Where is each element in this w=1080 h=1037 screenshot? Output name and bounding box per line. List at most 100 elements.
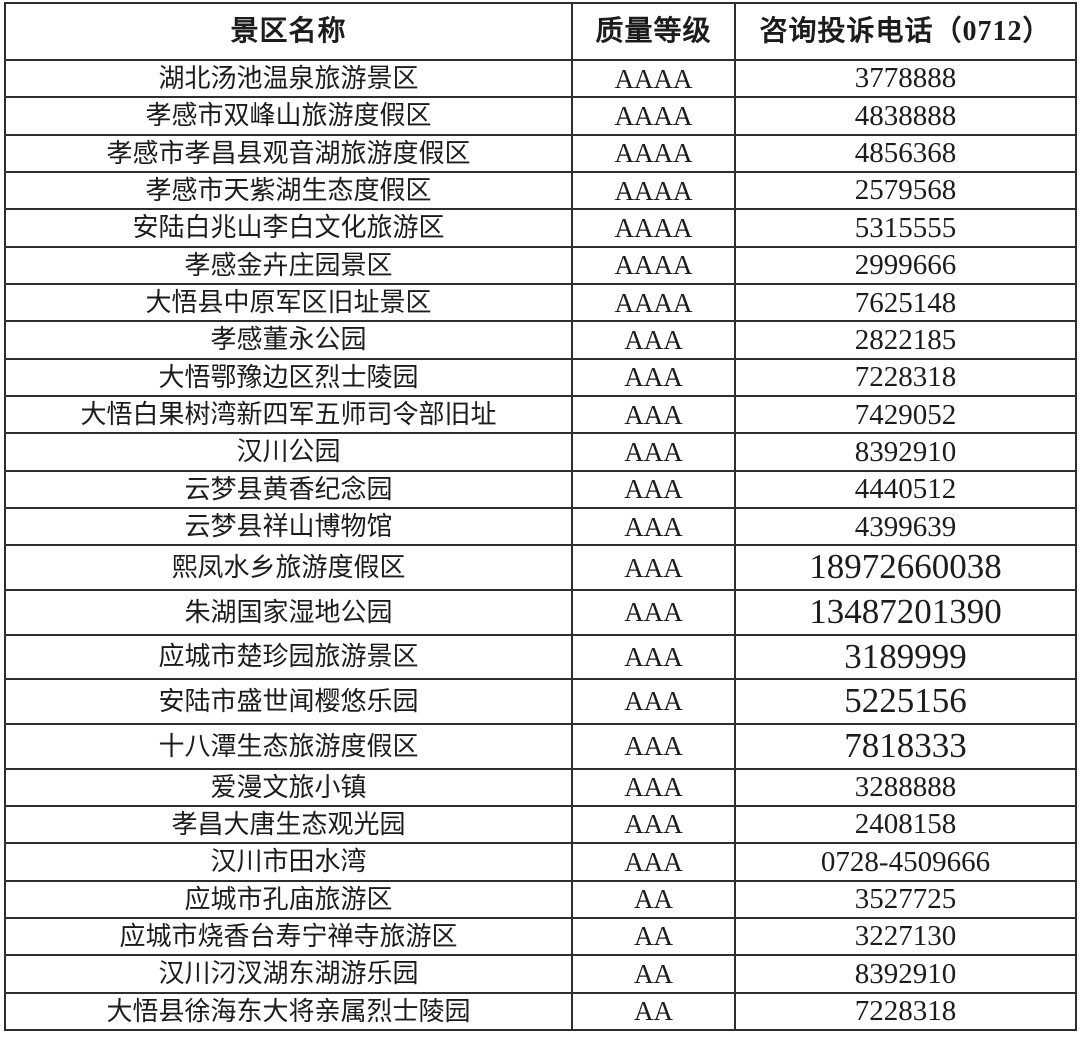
- quality-grade: AAAA: [571, 96, 736, 136]
- phone-number: 8392910: [734, 432, 1077, 472]
- scenic-area-name: 应城市楚珍园旅游景区: [4, 633, 573, 681]
- scenic-area-name: 孝感市孝昌县观音湖旅游度假区: [4, 133, 573, 174]
- table-row: 爱漫文旅小镇 AAA 3288888: [4, 767, 1077, 807]
- scenic-area-name: 云梦县祥山博物馆: [4, 507, 573, 547]
- phone-number: 3288888: [734, 767, 1077, 807]
- scenic-area-name: 十八潭生态旅游度假区: [4, 722, 573, 770]
- scenic-area-name: 大悟县中原军区旧址景区: [4, 283, 573, 323]
- table-body: 湖北汤池温泉旅游景区 AAAA 3778888 孝感市双峰山旅游度假区 AAAA…: [4, 58, 1077, 1032]
- quality-grade: AAAA: [571, 58, 736, 99]
- table-row: 孝感董永公园 AAA 2822185: [4, 320, 1077, 360]
- phone-number: 3189999: [734, 633, 1077, 681]
- phone-number: 7228318: [734, 357, 1077, 398]
- table-row: 熙凤水乡旅游度假区 AAA 18972660038: [4, 544, 1077, 592]
- table-row: 汉川公园 AAA 8392910: [4, 432, 1077, 472]
- quality-grade: AA: [571, 879, 736, 919]
- quality-grade: AAA: [571, 722, 736, 770]
- table-row: 大悟鄂豫边区烈士陵园 AAA 7228318: [4, 357, 1077, 398]
- scenic-area-name: 孝昌大唐生态观光园: [4, 804, 573, 845]
- quality-grade: AAA: [571, 678, 736, 725]
- scenic-area-name: 孝感市双峰山旅游度假区: [4, 96, 573, 136]
- column-header-scenic-area-name: 景区名称: [4, 2, 573, 61]
- table-row: 湖北汤池温泉旅游景区 AAAA 3778888: [4, 58, 1077, 99]
- table-row: 安陆白兆山李白文化旅游区 AAAA 5315555: [4, 208, 1077, 248]
- header-row: 景区名称 质量等级 咨询投诉电话（0712）: [4, 2, 1077, 61]
- table-row: 孝昌大唐生态观光园 AAA 2408158: [4, 804, 1077, 845]
- quality-grade: AAA: [571, 767, 736, 807]
- scenic-area-name: 安陆白兆山李白文化旅游区: [4, 208, 573, 248]
- quality-grade: AAAA: [571, 133, 736, 174]
- quality-grade: AAA: [571, 544, 736, 592]
- scenic-area-name: 孝感金卉庄园景区: [4, 245, 573, 286]
- quality-grade: AAA: [571, 432, 736, 472]
- table-row: 十八潭生态旅游度假区 AAA 7818333: [4, 722, 1077, 770]
- scenic-area-name: 汉川汈汊湖东湖游乐园: [4, 954, 573, 994]
- phone-number: 2579568: [734, 171, 1077, 211]
- table-row: 孝感市双峰山旅游度假区 AAAA 4838888: [4, 96, 1077, 136]
- quality-grade: AAAA: [571, 171, 736, 211]
- quality-grade: AAA: [571, 507, 736, 547]
- scenic-area-name: 汉川公园: [4, 432, 573, 472]
- table-row: 孝感市天紫湖生态度假区 AAAA 2579568: [4, 171, 1077, 211]
- scenic-area-name: 应城市孔庙旅游区: [4, 879, 573, 919]
- column-header-quality-grade: 质量等级: [571, 2, 736, 61]
- scenic-area-name: 汉川市田水湾: [4, 842, 573, 882]
- quality-grade: AAA: [571, 804, 736, 845]
- column-header-phone: 咨询投诉电话（0712）: [734, 2, 1077, 61]
- phone-number: 3227130: [734, 916, 1077, 957]
- quality-grade: AAAA: [571, 208, 736, 248]
- phone-number: 4838888: [734, 96, 1077, 136]
- scenic-area-name: 孝感董永公园: [4, 320, 573, 360]
- quality-grade: AA: [571, 991, 736, 1032]
- quality-grade: AAAA: [571, 283, 736, 323]
- scenic-area-table: 景区名称 质量等级 咨询投诉电话（0712） 湖北汤池温泉旅游景区 AAAA 3…: [4, 2, 1077, 1032]
- scenic-area-name: 大悟鄂豫边区烈士陵园: [4, 357, 573, 398]
- table-row: 汉川汈汊湖东湖游乐园 AA 8392910: [4, 954, 1077, 994]
- table-row: 应城市孔庙旅游区 AA 3527725: [4, 879, 1077, 919]
- table-row: 大悟县徐海东大将亲属烈士陵园 AA 7228318: [4, 991, 1077, 1032]
- phone-number: 8392910: [734, 954, 1077, 994]
- scenic-area-name: 孝感市天紫湖生态度假区: [4, 171, 573, 211]
- scenic-area-name: 熙凤水乡旅游度假区: [4, 544, 573, 592]
- quality-grade: AAA: [571, 469, 736, 510]
- phone-number: 5315555: [734, 208, 1077, 248]
- phone-number: 4399639: [734, 507, 1077, 547]
- scenic-area-name: 大悟白果树湾新四军五师司令部旧址: [4, 395, 573, 435]
- table-header: 景区名称 质量等级 咨询投诉电话（0712）: [4, 2, 1077, 61]
- scenic-area-name: 云梦县黄香纪念园: [4, 469, 573, 510]
- phone-number: 7818333: [734, 722, 1077, 770]
- quality-grade: AAA: [571, 395, 736, 435]
- phone-number: 13487201390: [734, 589, 1077, 636]
- table-row: 大悟白果树湾新四军五师司令部旧址 AAA 7429052: [4, 395, 1077, 435]
- scenic-area-name: 爱漫文旅小镇: [4, 767, 573, 807]
- phone-number: 3527725: [734, 879, 1077, 919]
- phone-number: 2822185: [734, 320, 1077, 360]
- table-row: 云梦县祥山博物馆 AAA 4399639: [4, 507, 1077, 547]
- phone-number: 4440512: [734, 469, 1077, 510]
- table-row: 应城市烧香台寿宁禅寺旅游区 AA 3227130: [4, 916, 1077, 957]
- table-row: 汉川市田水湾 AAA 0728-4509666: [4, 842, 1077, 882]
- scenic-area-name: 朱湖国家湿地公园: [4, 589, 573, 636]
- phone-number: 7625148: [734, 283, 1077, 323]
- phone-number: 4856368: [734, 133, 1077, 174]
- scenic-area-name: 应城市烧香台寿宁禅寺旅游区: [4, 916, 573, 957]
- table-row: 应城市楚珍园旅游景区 AAA 3189999: [4, 633, 1077, 681]
- quality-grade: AAA: [571, 589, 736, 636]
- phone-number: 7228318: [734, 991, 1077, 1032]
- table-row: 大悟县中原军区旧址景区 AAAA 7625148: [4, 283, 1077, 323]
- quality-grade: AAAA: [571, 245, 736, 286]
- table-row: 朱湖国家湿地公园 AAA 13487201390: [4, 589, 1077, 636]
- quality-grade: AAA: [571, 357, 736, 398]
- table-row: 孝感市孝昌县观音湖旅游度假区 AAAA 4856368: [4, 133, 1077, 174]
- quality-grade: AA: [571, 916, 736, 957]
- table-row: 安陆市盛世闻樱悠乐园 AAA 5225156: [4, 678, 1077, 725]
- table-row: 孝感金卉庄园景区 AAAA 2999666: [4, 245, 1077, 286]
- quality-grade: AAA: [571, 320, 736, 360]
- phone-number: 18972660038: [734, 544, 1077, 592]
- quality-grade: AAA: [571, 842, 736, 882]
- phone-number: 5225156: [734, 678, 1077, 725]
- quality-grade: AAA: [571, 633, 736, 681]
- quality-grade: AA: [571, 954, 736, 994]
- table-row: 云梦县黄香纪念园 AAA 4440512: [4, 469, 1077, 510]
